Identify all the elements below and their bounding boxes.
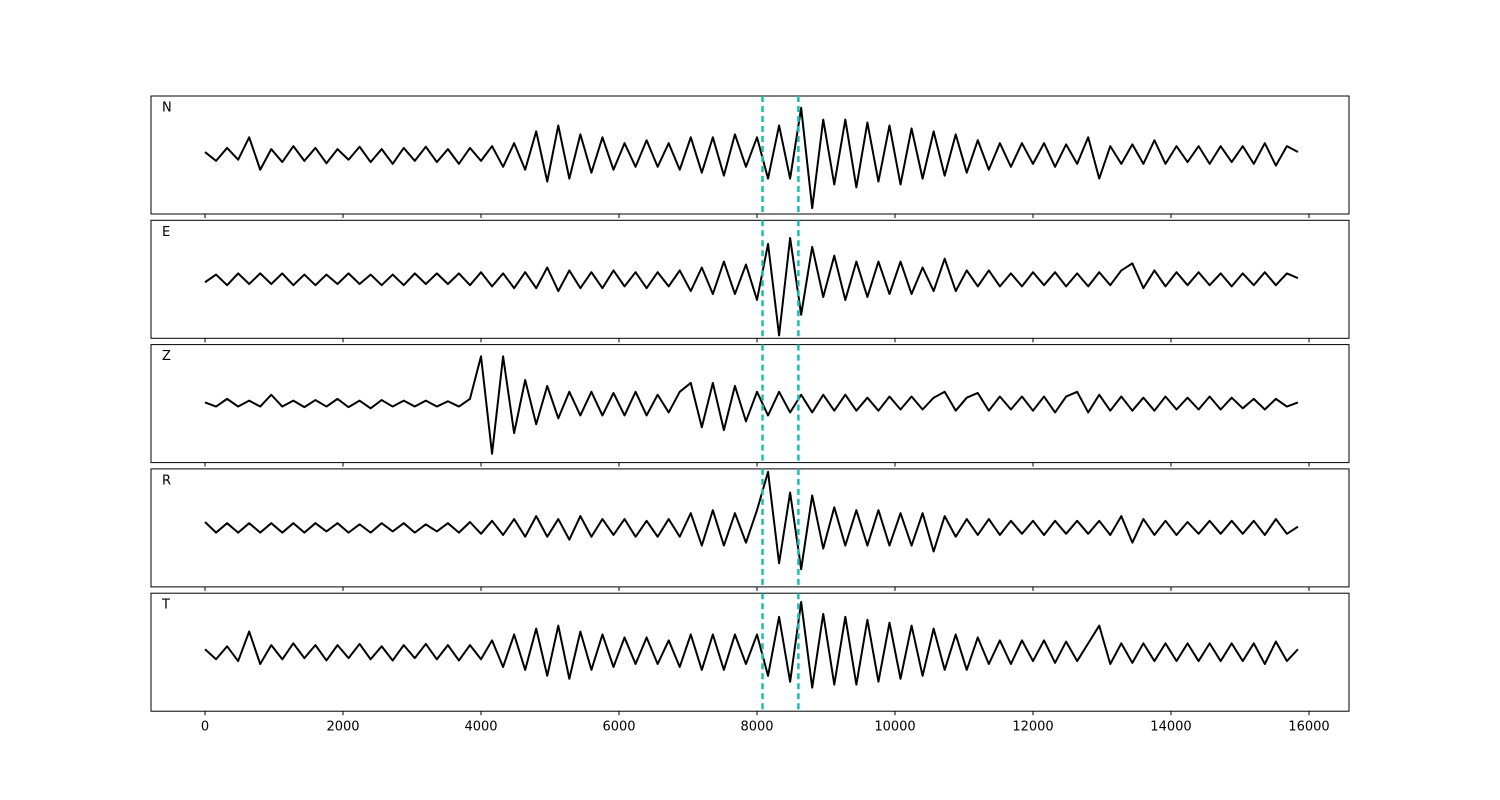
x-tick-label: 6000 bbox=[602, 720, 635, 735]
trace bbox=[204, 355, 1299, 455]
panel-label: R bbox=[162, 473, 171, 488]
x-tick-label: 0 bbox=[201, 720, 209, 735]
x-tick-label: 4000 bbox=[464, 720, 497, 735]
panel-label: N bbox=[162, 101, 172, 116]
trace bbox=[204, 237, 1299, 337]
x-tick-label: 16000 bbox=[1288, 720, 1329, 735]
panel-label: T bbox=[161, 598, 170, 613]
panel-frame bbox=[150, 344, 1350, 464]
panel-frame bbox=[150, 592, 1350, 712]
panel-label: E bbox=[162, 225, 170, 240]
panel-frame bbox=[150, 468, 1350, 588]
x-tick-label: 10000 bbox=[874, 720, 915, 735]
trace bbox=[204, 470, 1299, 571]
x-tick-label: 14000 bbox=[1150, 720, 1191, 735]
trace bbox=[204, 601, 1299, 689]
panel-label: Z bbox=[162, 349, 171, 364]
panel-frame bbox=[150, 219, 1350, 339]
panel-frame bbox=[150, 95, 1350, 215]
x-tick-label: 12000 bbox=[1012, 720, 1053, 735]
trace bbox=[204, 106, 1299, 210]
x-tick-label: 2000 bbox=[326, 720, 359, 735]
x-tick-label: 8000 bbox=[740, 720, 773, 735]
